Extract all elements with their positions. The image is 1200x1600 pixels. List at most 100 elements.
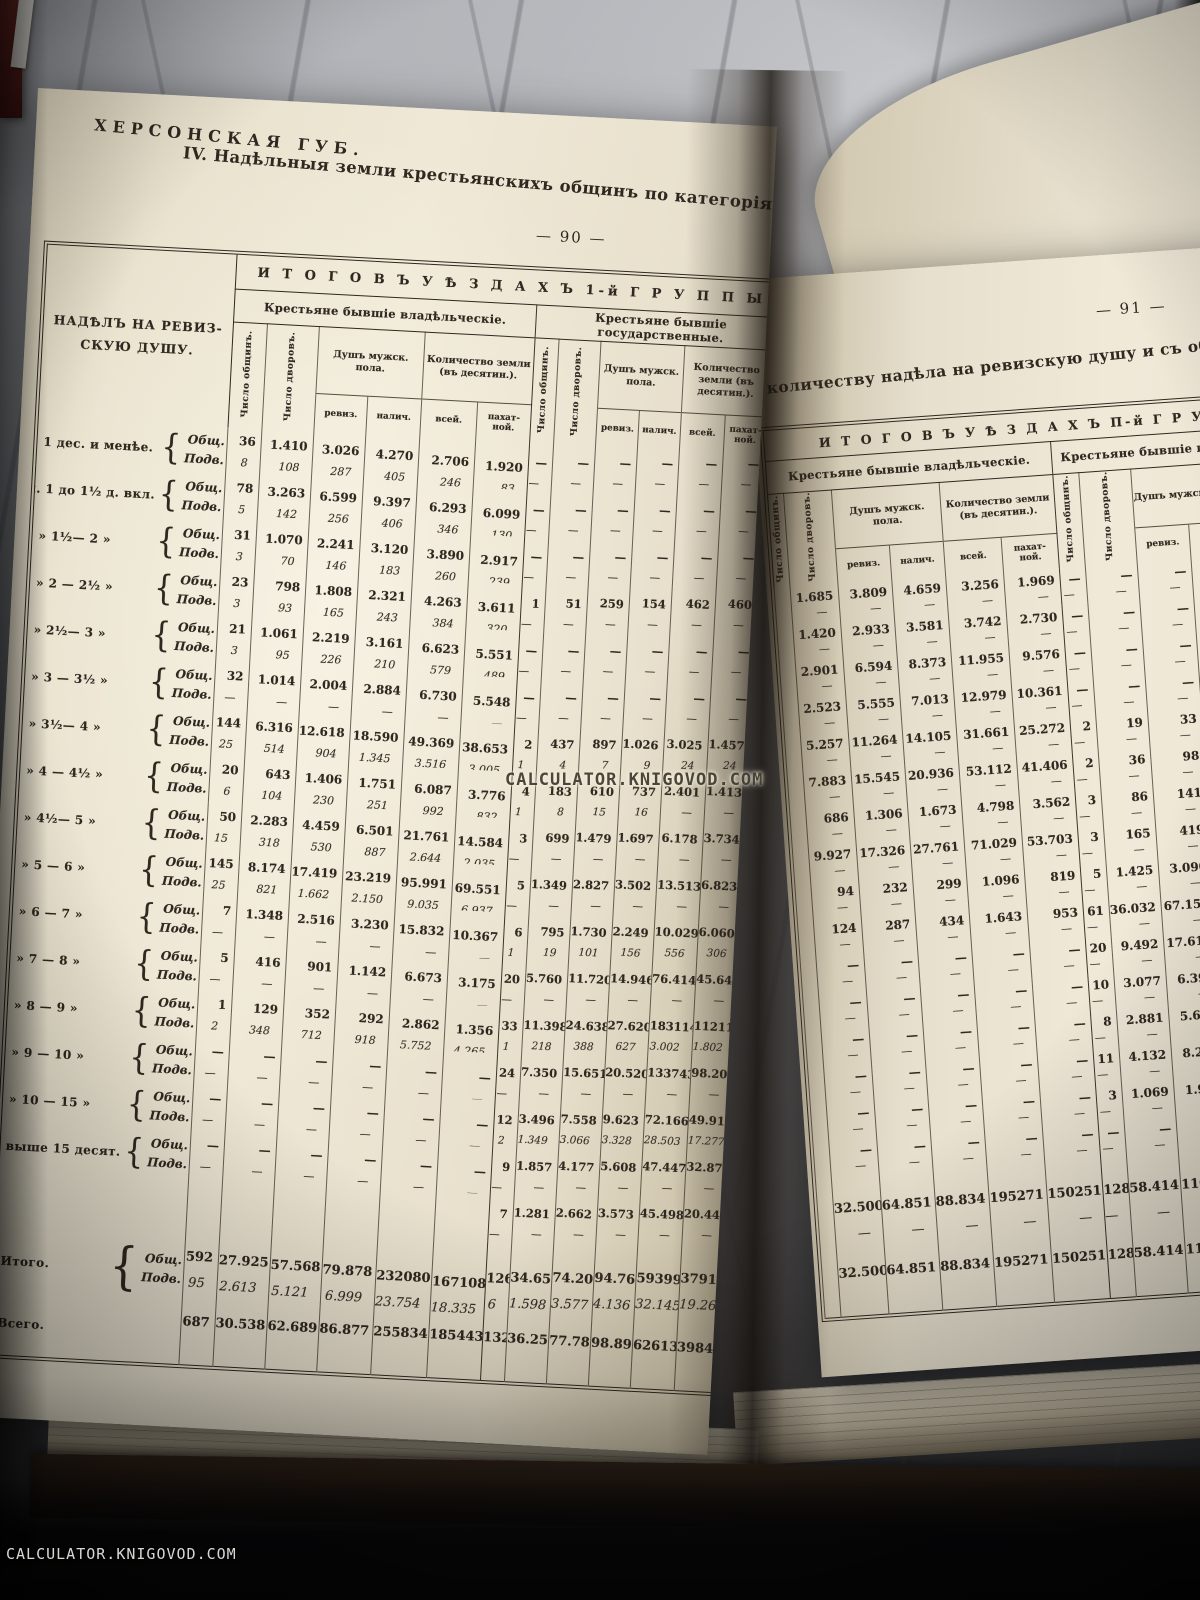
watermark-bottom-left: CALCULATOR.KNIGOVOD.COM <box>6 1545 237 1563</box>
table-cell: 24— <box>495 1053 522 1102</box>
table-cell: 7.350— <box>519 1054 564 1104</box>
table-cell <box>272 1182 327 1233</box>
table-cell: —— <box>974 978 1035 1020</box>
table-cell: 686— <box>805 805 856 846</box>
table-cell: 167108 18.335 <box>430 1238 488 1315</box>
table-cell: 183114 3.002 <box>647 1014 694 1064</box>
table-cell: 1.697— <box>615 824 660 874</box>
table-cell: —— <box>225 1086 280 1136</box>
table-cell: 23 3 <box>218 568 255 617</box>
table-cell <box>220 1180 275 1230</box>
brace-glyph: { <box>143 755 165 797</box>
table-cell <box>433 1191 491 1242</box>
brace-glyph: { <box>140 802 162 844</box>
table-cell: 2.827— <box>570 869 616 919</box>
table-cell: 3.742— <box>948 609 1009 651</box>
table-cell: 9.492— <box>1111 932 1166 973</box>
table-cell: 6.099 130 <box>470 487 528 538</box>
table-cell: 3.161 210 <box>353 622 410 673</box>
table-cell: —— <box>874 1096 931 1138</box>
table-cell: 1.425— <box>1105 858 1161 899</box>
table-cell: —— <box>1031 974 1091 1016</box>
col-header-nalich: налич. <box>365 396 422 438</box>
table-cell: 94— <box>810 879 862 920</box>
table-cell: 132 <box>480 1314 508 1382</box>
col-header-dvorov: Число дворовъ. <box>261 323 320 432</box>
col-header-dvorov2: Число дворовъ. <box>1078 469 1138 567</box>
table-cell: —— <box>917 945 975 987</box>
table-cell: —— <box>193 1037 230 1087</box>
col-header-vsei2: всей. <box>679 412 726 454</box>
table-cell: —— <box>922 1019 980 1060</box>
table-cell: 64.851 <box>884 1243 943 1314</box>
table-cell: 6.501 887 <box>343 810 401 860</box>
table-cell: 27.925 2.613 <box>216 1227 273 1303</box>
table-cell: 6.293 346 <box>414 484 474 535</box>
table-cell: 6.178— <box>657 826 704 876</box>
table-cell: 94.760 4.136 <box>591 1246 638 1322</box>
table-title: IV. Надѣльныя земли крестьянскихъ общинъ… <box>182 143 777 244</box>
table-cell: 145 25 <box>203 849 240 899</box>
table-cell: 1.751 251 <box>346 763 403 813</box>
table-cell: —— <box>821 1026 872 1068</box>
table-cell: —— <box>976 1015 1038 1057</box>
table-cell: 1.349— <box>528 866 574 917</box>
book-page-91: — 91 — количеству надѣла на ревизскую ду… <box>745 240 1200 1378</box>
table-cell: 1— <box>519 584 547 633</box>
col-header-vsei: всей. <box>419 399 478 441</box>
table-cell: 36— <box>1098 747 1153 788</box>
table-cell: 4.659— <box>891 576 949 617</box>
table-cell: 7— <box>487 1194 515 1243</box>
table-cell: —— <box>1087 599 1143 641</box>
table-cell: 2.516— <box>286 901 342 951</box>
table-cell: 34.656 1.598 <box>507 1242 554 1318</box>
col-header-dvorov2: Число дворовъ. <box>553 339 602 447</box>
table-cell: 232080 23.754 <box>374 1235 434 1312</box>
table-cell: 133743— <box>644 1061 692 1111</box>
table-cell: 1.479— <box>573 822 618 872</box>
col-header-reviz: ревиз. <box>835 545 892 584</box>
table-cell: 24.638 388 <box>563 1009 608 1060</box>
table-cell: 51— <box>543 585 589 635</box>
table-cell: —— <box>930 1129 987 1171</box>
table-cell: 8.255— <box>1170 1038 1200 1080</box>
table-cell: —— <box>1175 1112 1200 1154</box>
table-cell: —— <box>538 679 584 729</box>
table-cell: 3— <box>1095 1083 1125 1122</box>
table-cell: 7— <box>200 896 238 946</box>
row-label: Всего. <box>0 1315 45 1333</box>
table-cell: 165— <box>1103 821 1158 862</box>
table-cell: 1.406 230 <box>294 760 349 811</box>
table-cell: 687 <box>178 1298 217 1367</box>
col-header-dvorov: Число дворовъ. <box>783 489 838 588</box>
table-cell: 69.551 6.937 <box>451 862 508 913</box>
table-cell: —— <box>514 677 542 727</box>
table-cell: 18.590 1.345 <box>348 716 405 767</box>
table-cell: 8.174 821 <box>237 851 292 902</box>
table-cell: 6.594— <box>843 653 900 695</box>
table-cell: —— <box>1067 677 1096 716</box>
table-cell: —— <box>593 446 638 496</box>
table-cell: —— <box>1061 603 1091 643</box>
table-cell: —— <box>925 1056 982 1097</box>
table-cell: 4.459 530 <box>291 807 347 858</box>
table-cell: 1.685— <box>790 583 841 625</box>
table-cell: —— <box>276 1089 332 1139</box>
table-cell: 901— <box>284 948 339 998</box>
brace-glyph: { <box>153 567 175 609</box>
table-cell: —— <box>1137 559 1194 600</box>
table-cell: 3— <box>507 818 534 867</box>
table-cell: 1.643— <box>968 904 1030 946</box>
col-header-dush2: Душъ мужск. пола. <box>597 341 685 413</box>
table-cell: —— <box>1085 562 1140 604</box>
watermark-center: CALCULATOR.KNIGOVOD.COM <box>505 770 764 790</box>
table-cell: 292 918 <box>333 997 391 1048</box>
brace-glyph: { <box>108 1236 140 1297</box>
stub-header: НАДѢЛЪ НА РЕВИЗ-СКУЮ ДУШУ. <box>38 244 238 428</box>
table-cell: 7.013— <box>899 687 956 728</box>
table-cell: —— <box>1144 669 1200 711</box>
table-cell: 9.927— <box>808 842 859 883</box>
page-number-91: — 91 — <box>1095 296 1168 320</box>
table-cell: 3.077— <box>1113 968 1169 1010</box>
col-header-pahat: пахат- ной. <box>1001 533 1060 573</box>
